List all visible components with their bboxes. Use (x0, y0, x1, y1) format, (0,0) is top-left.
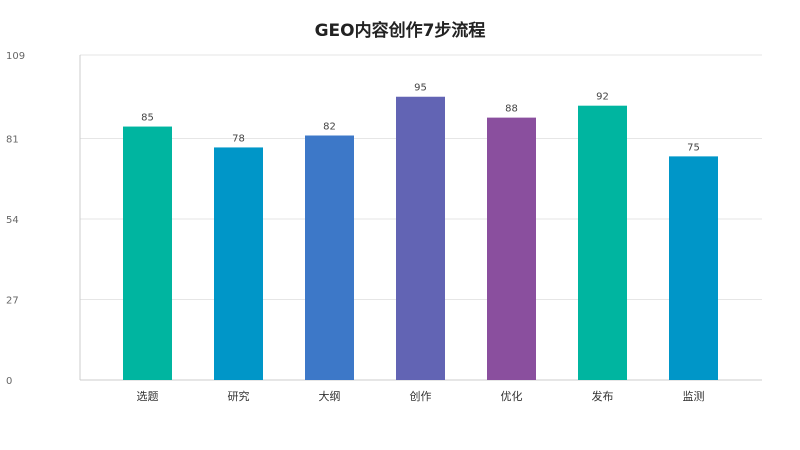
y-tick-label: 27 (6, 295, 19, 306)
data-label: 92 (596, 92, 609, 103)
bar (487, 117, 536, 380)
bars (123, 96, 718, 381)
bar (123, 126, 172, 380)
x-tick-label: 研究 (228, 389, 250, 403)
x-tick-label: 创作 (410, 390, 432, 403)
data-label: 95 (414, 83, 427, 94)
data-label: 85 (141, 113, 154, 124)
bar (669, 156, 718, 380)
data-label: 88 (505, 104, 518, 115)
data-label: 82 (323, 122, 336, 133)
x-tick-label: 监测 (683, 390, 705, 403)
x-tick-label: 选题 (137, 390, 159, 403)
y-tick-label: 81 (6, 134, 19, 145)
labels: 0 27 54 81 109 85 选题 78 研究 82 大纲 95 创作 88 优化 92 发布 75 监测 (6, 51, 705, 403)
chart-title: GEO内容创作7步流程 (314, 21, 486, 41)
data-label: 75 (687, 142, 700, 153)
bar (396, 96, 445, 381)
bar (214, 147, 263, 380)
x-tick-label: 发布 (592, 389, 614, 403)
x-tick-label: 大纲 (319, 389, 341, 403)
bar (578, 105, 627, 380)
y-tick-label: 0 (6, 376, 12, 387)
y-tick-label: 109 (6, 51, 25, 62)
y-tick-label: 54 (6, 215, 19, 226)
x-tick-label: 优化 (501, 389, 523, 403)
data-label: 78 (232, 133, 245, 144)
bar (305, 135, 354, 380)
